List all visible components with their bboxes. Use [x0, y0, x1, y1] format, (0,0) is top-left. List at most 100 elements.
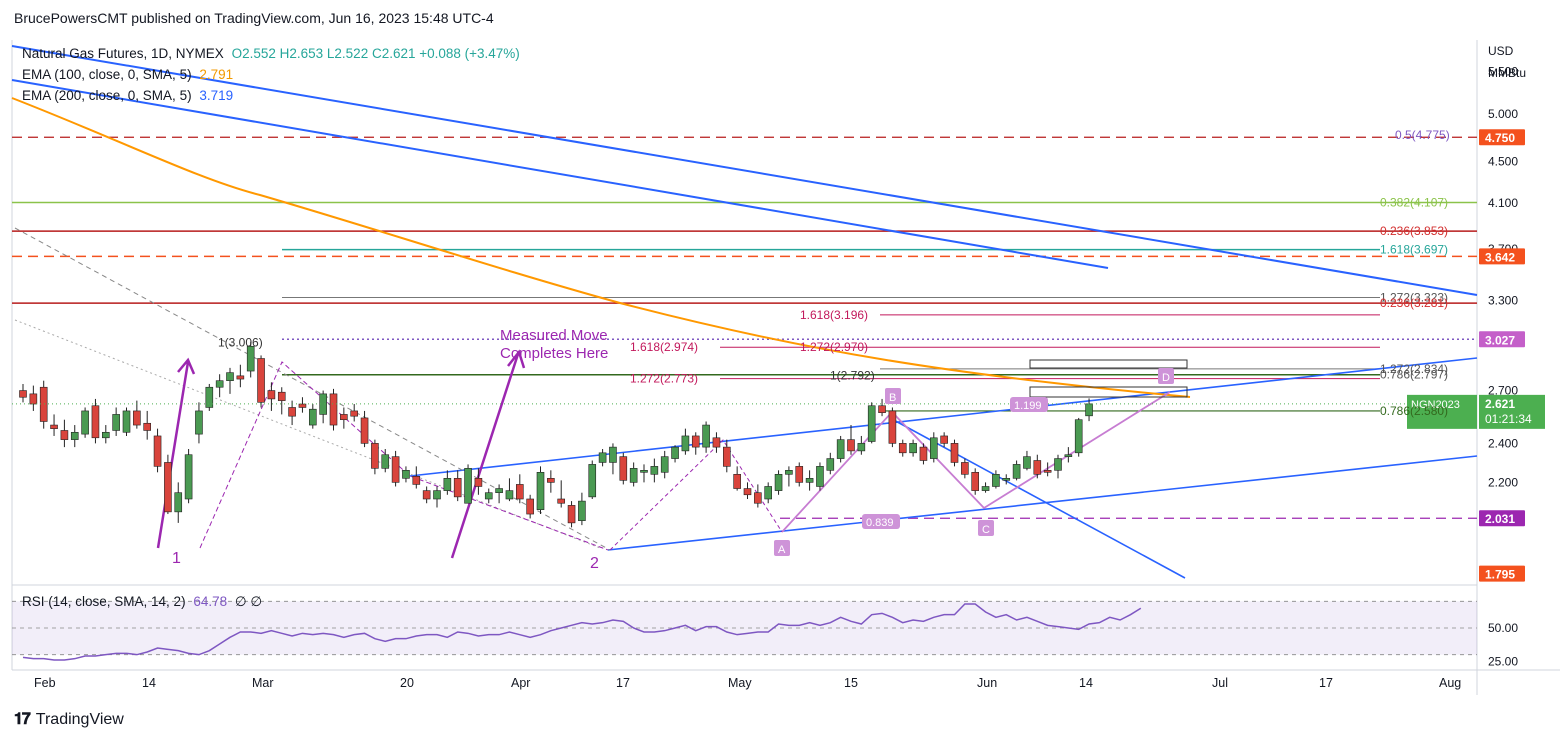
price-badge — [1479, 510, 1525, 527]
fib-label: 1(2.792) — [830, 369, 875, 383]
candle-body — [660, 456, 669, 473]
candle-body — [112, 414, 120, 431]
candle-body — [536, 472, 545, 510]
time-tick-label: 15 — [844, 676, 858, 690]
candle-body — [1012, 464, 1021, 479]
time-tick-label: Jun — [977, 676, 997, 690]
ratio-badge-bg — [1010, 397, 1048, 412]
candle-body — [205, 386, 214, 408]
pattern-point-a-bg — [774, 540, 790, 556]
candle-body — [588, 464, 597, 498]
wave1-arrow — [156, 357, 196, 549]
candle-body — [402, 470, 410, 479]
candle-body — [940, 435, 948, 444]
ema200-legend[interactable]: EMA (200, close, 0, SMA, 5) 3.719 — [22, 88, 237, 103]
candle-body — [102, 431, 110, 439]
fib-label: 1.272(2.834) — [1380, 362, 1448, 376]
time-tick-label: 17 — [616, 676, 630, 690]
candle-body — [547, 478, 555, 483]
pattern-point-d: D — [1162, 372, 1170, 384]
candle-body — [60, 430, 69, 440]
candle-body — [878, 405, 886, 413]
fib-label: 1.618(3.196) — [800, 308, 868, 322]
candle-body — [340, 414, 348, 421]
ema100-label: EMA (100, close, 0, SMA, 5) — [22, 67, 192, 82]
candle-body — [371, 443, 379, 469]
rsi-band — [12, 601, 1477, 655]
price-badge — [1479, 565, 1525, 582]
candle-body — [805, 478, 814, 483]
price-tick-label: 2.400 — [1488, 436, 1518, 450]
rsi-tick-label: 50.00 — [1488, 621, 1518, 635]
fib-label: 0.382(4.107) — [1380, 195, 1448, 209]
candle-body — [950, 443, 959, 463]
ratio-badge-label: 0.839 — [866, 517, 894, 529]
ratio-badge-bg — [862, 514, 900, 529]
current-price-badge — [1479, 394, 1545, 429]
candle-body — [857, 443, 866, 452]
falling-wedge-line — [889, 417, 1186, 579]
candle-body — [184, 454, 193, 500]
candle-body — [816, 466, 824, 487]
footer[interactable]: 𝟏𝟕 TradingView — [14, 711, 124, 729]
rsi-label: RSI (14, close, SMA, 14, 2) — [22, 594, 186, 609]
time-tick-label: Aug — [1439, 676, 1461, 690]
current-price-label: 2.621 — [1485, 397, 1515, 411]
candle-body — [754, 492, 762, 504]
price-badge — [1479, 129, 1525, 146]
price-tick-label: 2.200 — [1488, 475, 1518, 489]
candle-body — [288, 407, 296, 417]
time-tick-label: May — [728, 676, 752, 690]
candle-body — [1033, 460, 1042, 475]
candle-body — [1085, 403, 1093, 417]
target-box — [1029, 359, 1188, 369]
candle-body — [774, 473, 783, 491]
brand-name: TradingView — [35, 711, 124, 728]
rsi-legend[interactable]: RSI (14, close, SMA, 14, 2) 64.78 ∅ ∅ — [22, 594, 266, 610]
fib-label: 1.618(3.697) — [1380, 243, 1448, 257]
candle-body — [257, 358, 265, 403]
candle-body — [505, 490, 514, 500]
ema100-legend[interactable]: EMA (100, close, 0, SMA, 5) 2.791 — [22, 67, 237, 82]
channel-lower-line — [607, 455, 1478, 551]
candle-body — [39, 386, 48, 422]
time-tick-label: 17 — [1319, 676, 1333, 690]
candle-body — [391, 456, 400, 483]
unit-label: MMBtu — [1488, 66, 1526, 80]
candle-body — [236, 375, 245, 380]
target-box — [1029, 386, 1188, 398]
abc-pattern — [609, 439, 783, 551]
price-badge — [1479, 248, 1525, 265]
price-badge-label: 1.795 — [1485, 568, 1515, 582]
fib-label: 1.272(2.773) — [630, 372, 698, 386]
ema-200-line — [11, 97, 1191, 398]
candle-body — [453, 478, 462, 498]
candle-body — [681, 435, 690, 452]
rsi-line — [22, 603, 1142, 661]
time-tick-label: 20 — [400, 676, 414, 690]
ohlc-values: O2.552 H2.653 L2.522 C2.621 +0.088 (+3.4… — [231, 46, 520, 61]
countdown-label: 01:21:34 — [1485, 412, 1532, 426]
candle-body — [764, 486, 773, 500]
pattern-point-b-bg — [885, 388, 901, 404]
candle-body — [557, 498, 566, 504]
ratio-badge-label: 1.199 — [1014, 400, 1042, 412]
candle-body — [722, 446, 731, 467]
candle-body — [81, 410, 89, 435]
price-tick-label: 3.300 — [1488, 294, 1518, 308]
rsi-tick-label: 25.00 — [1488, 654, 1518, 668]
candle-body — [567, 505, 576, 524]
candle-body — [671, 446, 679, 459]
symbol-badge — [1407, 394, 1477, 429]
candle-body — [153, 435, 162, 467]
candle-body — [836, 439, 845, 459]
pattern-point-c-bg — [978, 520, 994, 536]
price-tick-label: 5.000 — [1488, 107, 1518, 121]
candle-body — [329, 393, 338, 426]
symbol-legend[interactable]: Natural Gas Futures, 1D, NYMEX O2.552 H2… — [22, 46, 524, 61]
candle-body — [961, 462, 969, 475]
rsi-extra: ∅ ∅ — [234, 594, 263, 609]
pattern-point-a: A — [778, 544, 786, 556]
dashed-trend — [14, 227, 611, 551]
